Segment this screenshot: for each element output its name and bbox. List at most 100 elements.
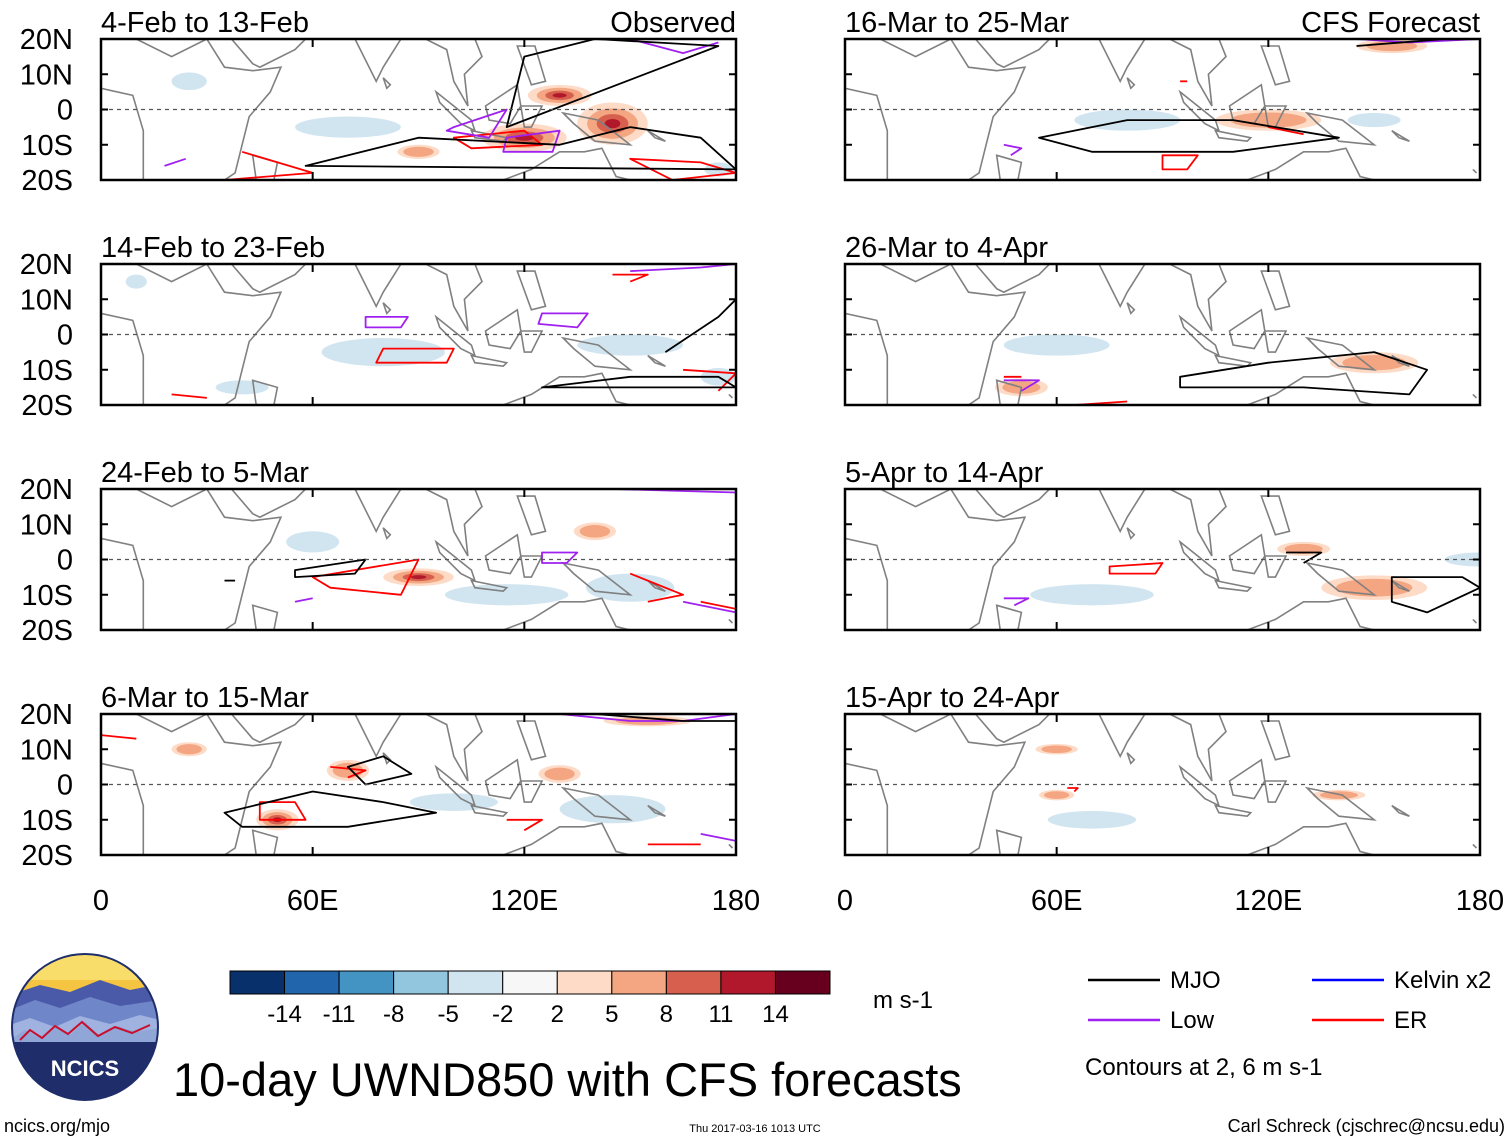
coastline (516, 45, 547, 86)
er-contour (330, 766, 367, 779)
coastline (974, 264, 1051, 294)
coastline (560, 336, 633, 371)
colorbar-label: 8 (660, 1001, 673, 1028)
coastline (560, 111, 633, 146)
x-tick-label: 0 (93, 885, 109, 917)
footer-author: Carl Schreck (cjschrec@ncsu.edu) (1228, 1116, 1505, 1136)
x-tick-label: 180 (1456, 885, 1504, 917)
coastline (1084, 714, 1146, 759)
anomaly-shading (577, 334, 684, 356)
low-contour (682, 600, 736, 614)
panel-title: 5-Apr to 14-Apr (845, 457, 1044, 489)
low-contour (364, 316, 409, 329)
coastline (1260, 45, 1291, 86)
coastline (251, 829, 279, 855)
er-contour (1161, 154, 1199, 171)
map-panel: 5-Apr to 14-Apr (843, 457, 1482, 632)
anomaly-shading (410, 575, 427, 580)
coastline (1084, 264, 1146, 309)
mjo-contour (594, 714, 736, 722)
coastline (1169, 264, 1227, 332)
x-tick-label: 60E (1031, 885, 1083, 917)
coastline (845, 264, 1027, 405)
anomaly-shading (295, 116, 401, 138)
coastline (995, 379, 1023, 405)
er-contour (101, 734, 137, 740)
coastline (1268, 471, 1275, 482)
low-contour (537, 312, 589, 329)
y-tick-label: 10N (20, 509, 73, 541)
low-contour (294, 597, 313, 603)
coastline (1178, 89, 1221, 133)
coastline (469, 579, 509, 593)
y-tick-label: 0 (57, 95, 73, 127)
legend: MJO Kelvin x2 Low ER Contours at 2, 6 m s-1 (1085, 967, 1491, 1081)
coastline (434, 89, 477, 133)
low-contour (164, 157, 186, 167)
er-contour (506, 818, 543, 832)
coastline (340, 714, 402, 759)
colorbar-swatch (284, 970, 340, 995)
anomaly-shading (579, 524, 611, 538)
coastline (425, 264, 483, 332)
map-panel: 26-Mar to 4-Apr (843, 232, 1482, 407)
er-contour (629, 157, 736, 180)
coastline (469, 804, 509, 818)
coastline (560, 561, 633, 596)
coastline (1263, 780, 1288, 803)
coastline (647, 354, 666, 367)
anomaly-shading (215, 380, 269, 395)
coastline (1268, 246, 1275, 257)
coastline (524, 21, 531, 32)
colorbar-label: -11 (323, 1001, 356, 1028)
coastline (382, 527, 392, 540)
coastline (425, 489, 483, 557)
colorbar-swatch (229, 970, 286, 995)
legend-label: MJO (1170, 967, 1221, 994)
anomaly-shading (1030, 584, 1154, 606)
coastline (974, 489, 1051, 519)
er-contour (700, 600, 736, 610)
mjo-contour (664, 298, 736, 353)
coastline (230, 489, 307, 519)
y-tick-label: 10S (21, 355, 73, 387)
y-tick-label: 10N (20, 284, 73, 316)
coastline (516, 720, 547, 761)
coastline (1213, 804, 1253, 818)
x-tick-label: 60E (287, 885, 339, 917)
colorbar-label: 5 (605, 1001, 618, 1028)
coastline (1126, 527, 1136, 540)
y-tick-label: 20N (20, 474, 73, 506)
anomaly-shading (586, 573, 675, 602)
mjo-contour (1038, 119, 1340, 153)
colorbar-label: -8 (383, 1001, 404, 1028)
coastline (1228, 308, 1266, 350)
low-contour (1003, 379, 1040, 392)
coastline (1213, 579, 1253, 593)
coastline (524, 471, 531, 482)
panel-title: 14-Feb to 23-Feb (101, 232, 325, 264)
anomaly-shading (1043, 791, 1070, 799)
coastline (1260, 720, 1291, 761)
er-contour (612, 273, 649, 283)
mjo-contour (294, 558, 367, 578)
coastline (101, 489, 283, 630)
coastline (1084, 39, 1146, 84)
er-contour (171, 393, 207, 399)
coastline (519, 330, 544, 353)
y-tick-label: 20S (21, 390, 73, 422)
coastline (340, 489, 402, 534)
anomaly-shading (544, 767, 575, 781)
panel-title: 4-Feb to 13-Feb (101, 7, 309, 39)
coastline (1260, 270, 1291, 311)
y-tick-label: 0 (57, 320, 73, 352)
coastline (1228, 533, 1266, 575)
coastline (1084, 489, 1146, 534)
colorbar-label: 14 (762, 1001, 789, 1028)
y-tick-label: 10N (20, 734, 73, 766)
x-tick-label: 0 (837, 885, 853, 917)
mjo-contour (1179, 351, 1428, 396)
footer-timestamp: Thu 2017-03-16 1013 UTC (689, 1123, 821, 1135)
anomaly-shading (403, 146, 434, 157)
